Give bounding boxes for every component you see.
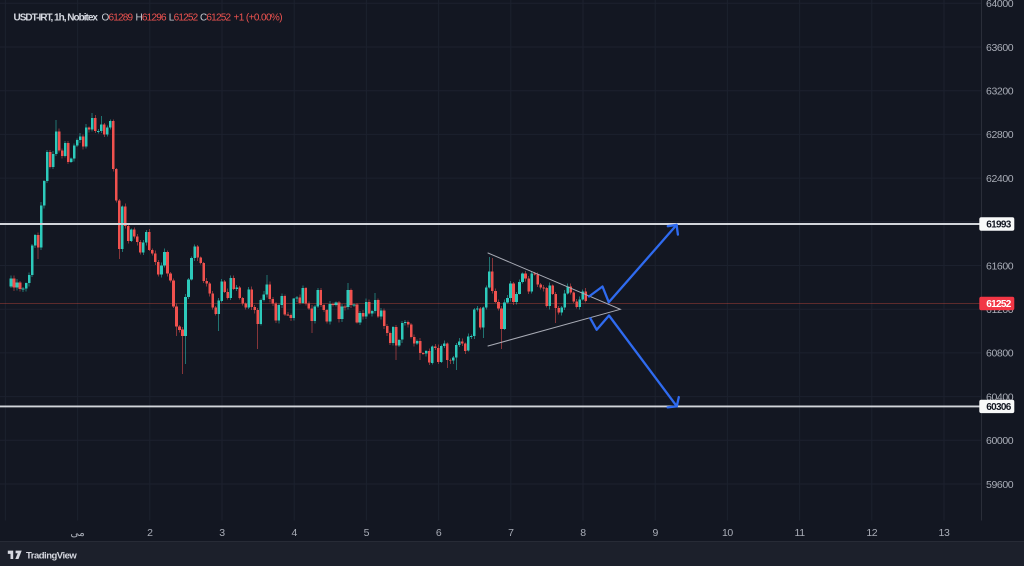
svg-text:3: 3 bbox=[219, 527, 225, 539]
svg-text:63200: 63200 bbox=[986, 86, 1014, 98]
svg-text:62400: 62400 bbox=[986, 173, 1014, 185]
svg-text:8: 8 bbox=[580, 527, 586, 539]
svg-text:7: 7 bbox=[508, 527, 514, 539]
svg-text:61600: 61600 bbox=[986, 260, 1014, 272]
svg-text:USDT-IRT, 1h, Nobitex: USDT-IRT, 1h, Nobitex bbox=[14, 13, 99, 24]
svg-text:60000: 60000 bbox=[986, 435, 1014, 447]
svg-text:60800: 60800 bbox=[986, 348, 1014, 360]
svg-text:TradingView: TradingView bbox=[26, 551, 77, 562]
svg-text:12: 12 bbox=[866, 527, 877, 539]
svg-text:2: 2 bbox=[147, 527, 153, 539]
svg-text:59600: 59600 bbox=[986, 479, 1014, 491]
svg-text:63600: 63600 bbox=[986, 42, 1014, 54]
svg-text:O61289: O61289 bbox=[102, 13, 134, 24]
svg-text:13: 13 bbox=[939, 527, 950, 539]
svg-text:61252: 61252 bbox=[986, 299, 1011, 310]
svg-text:9: 9 bbox=[652, 527, 658, 539]
svg-text:+1 (+0.00%): +1 (+0.00%) bbox=[234, 13, 283, 24]
svg-text:4: 4 bbox=[291, 527, 297, 539]
svg-text:H61296: H61296 bbox=[136, 13, 167, 24]
svg-text:64000: 64000 bbox=[986, 0, 1014, 10]
svg-text:می: می bbox=[70, 527, 85, 539]
svg-text:11: 11 bbox=[795, 527, 806, 539]
svg-text:5: 5 bbox=[364, 527, 370, 539]
svg-text:62800: 62800 bbox=[986, 129, 1014, 141]
svg-text:60306: 60306 bbox=[986, 402, 1011, 413]
svg-text:61993: 61993 bbox=[986, 220, 1011, 231]
svg-text:L61252: L61252 bbox=[169, 13, 199, 24]
svg-text:C61252: C61252 bbox=[200, 13, 231, 24]
svg-text:10: 10 bbox=[722, 527, 733, 539]
svg-text:6: 6 bbox=[436, 527, 442, 539]
